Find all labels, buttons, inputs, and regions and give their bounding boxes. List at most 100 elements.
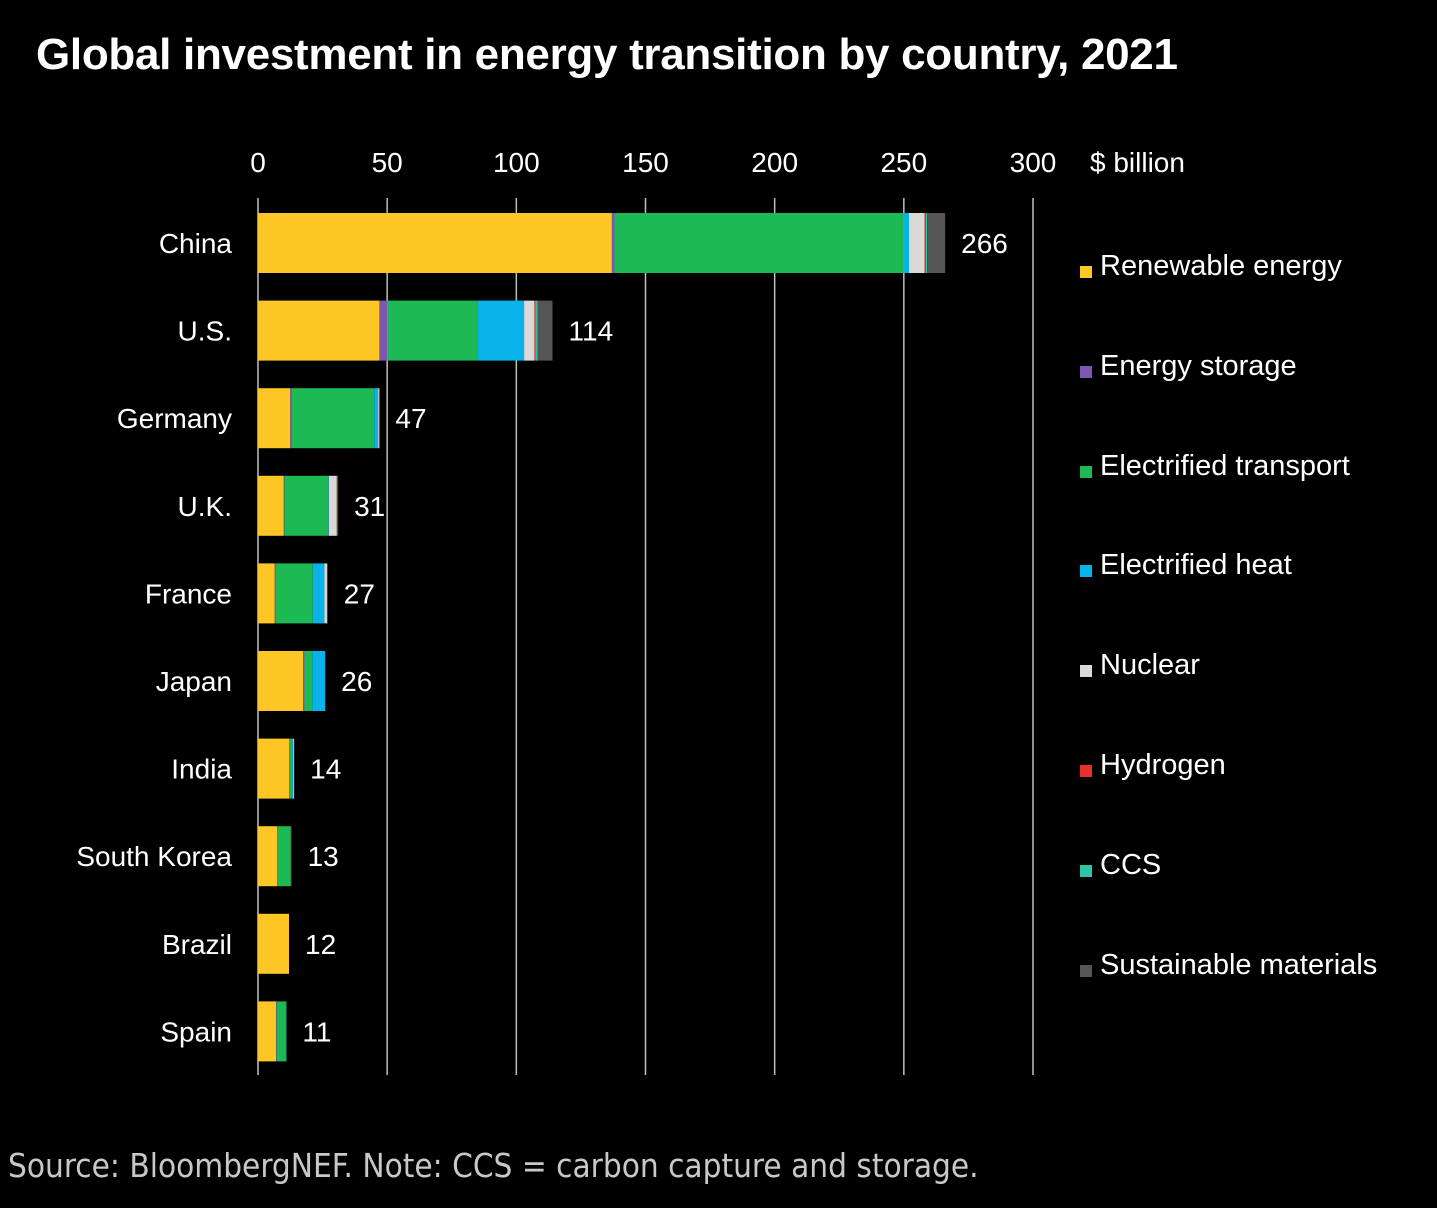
- bar-segment: [903, 213, 909, 273]
- bar-segment: [284, 475, 329, 536]
- chart-title: Global investment in energy transition b…: [36, 30, 1178, 79]
- legend-swatch: [1080, 864, 1092, 877]
- category-label: China: [159, 228, 233, 259]
- total-labels: 266 114 47 31 27 26 14 13 12 11: [302, 228, 1007, 1047]
- total-label: 114: [569, 316, 614, 347]
- category-label: India: [171, 754, 232, 785]
- bar-segment: [925, 213, 928, 273]
- bar-segment: [327, 563, 328, 624]
- bar-segment: [611, 213, 615, 273]
- bar-segment: [537, 300, 553, 361]
- bar-segment: [258, 1001, 277, 1062]
- legend-swatch: [1080, 665, 1092, 678]
- x-tick-label: 100: [493, 147, 540, 178]
- legend-label: Renewable energy: [1100, 250, 1342, 282]
- total-label: 11: [302, 1016, 331, 1047]
- total-label: 266: [961, 228, 1008, 259]
- total-label: 26: [341, 666, 372, 697]
- x-axis-ticks: 0 50 100 150 200 250 300 $ billion: [250, 147, 1185, 178]
- bar-segment: [291, 388, 375, 449]
- legend-label: Electrified heat: [1100, 549, 1292, 582]
- bar-segment: [275, 563, 313, 624]
- bar-segment: [326, 563, 328, 624]
- bar-segment: [303, 651, 305, 711]
- bar-segment: [276, 1001, 277, 1062]
- bar-segment: [289, 738, 293, 799]
- total-label: 12: [305, 929, 336, 960]
- category-label: U.S.: [178, 316, 232, 347]
- x-tick-label: 50: [372, 147, 403, 178]
- bar-segment: [277, 826, 291, 887]
- bar-segment: [336, 475, 338, 536]
- bars: [258, 213, 946, 1062]
- bar-segment: [909, 213, 925, 273]
- total-label: 13: [308, 841, 339, 872]
- bar-segment: [374, 388, 379, 449]
- legend-label: Hydrogen: [1100, 749, 1226, 781]
- source-note: Source: BloombergNEF. Note: CCS = carbon…: [8, 1146, 979, 1185]
- bar-segment: [290, 826, 292, 887]
- bar-segment: [292, 738, 293, 799]
- bar-segment: [283, 475, 285, 536]
- legend-label: Nuclear: [1100, 649, 1200, 682]
- bar-segment: [291, 826, 292, 887]
- bar-segment: [293, 738, 295, 799]
- category-label: Spain: [160, 1016, 232, 1047]
- bar-segment: [289, 738, 290, 799]
- bar-segment: [336, 475, 338, 536]
- bar-segment: [292, 738, 294, 799]
- legend-label: Energy storage: [1100, 349, 1297, 382]
- bar-segment: [290, 388, 292, 449]
- category-labels: China U.S. Germany U.K. France Japan India Sout…: [76, 228, 232, 1047]
- x-tick-label: 0: [250, 147, 266, 178]
- bar-segment: [927, 213, 946, 273]
- x-axis-unit-label: $ billion: [1090, 147, 1185, 178]
- bar-segment: [258, 913, 289, 974]
- bar-segment: [258, 738, 289, 799]
- legend-swatch: [1080, 266, 1092, 278]
- bar-segment: [312, 651, 326, 711]
- legend-swatch: [1080, 465, 1092, 478]
- bar-segment: [258, 213, 612, 273]
- bar-segment: [258, 475, 284, 536]
- category-label: Brazil: [162, 929, 232, 960]
- bar-segment: [337, 475, 339, 536]
- total-label: 47: [395, 403, 426, 434]
- chart-frame: [10, 8, 1434, 1124]
- bar-segment: [276, 1001, 286, 1062]
- total-label: 14: [310, 754, 341, 785]
- legend-swatch: [1080, 765, 1092, 777]
- bar-segment: [258, 826, 278, 887]
- bar-segment: [258, 651, 304, 711]
- bar-segment: [328, 475, 337, 536]
- bar-segment: [328, 475, 329, 536]
- bar-segment: [535, 300, 538, 361]
- bar-segment: [324, 563, 327, 624]
- legend-swatch: [1080, 565, 1092, 578]
- bar-segment: [387, 300, 478, 361]
- chart-plot: 0 50 100 150 200 250 300 $ billion China U.S. Ger…: [76, 147, 1185, 1075]
- bar-segment: [304, 651, 313, 711]
- bar-segment: [285, 1001, 287, 1062]
- bar-segment: [379, 300, 388, 361]
- bar-segment: [614, 213, 904, 273]
- bar-segment: [477, 300, 525, 361]
- legend-label: Electrified transport: [1100, 449, 1350, 482]
- bar-segment: [258, 388, 291, 449]
- legend-label: Sustainable materials: [1100, 948, 1378, 981]
- bar-segment: [274, 563, 276, 624]
- bar-segment: [258, 563, 275, 624]
- legend-swatch: [1080, 964, 1092, 977]
- x-tick-label: 250: [880, 147, 927, 178]
- category-label: Japan: [156, 666, 232, 697]
- bar-segment: [524, 300, 535, 361]
- category-label: France: [145, 578, 232, 609]
- bar-segment: [277, 826, 278, 887]
- category-label: U.K.: [178, 491, 232, 522]
- x-tick-label: 200: [751, 147, 798, 178]
- total-label: 31: [354, 491, 385, 522]
- legend-label: CCS: [1100, 848, 1162, 881]
- x-tick-label: 300: [1010, 147, 1057, 178]
- category-label: Germany: [117, 403, 232, 434]
- legend-swatch: [1080, 365, 1092, 378]
